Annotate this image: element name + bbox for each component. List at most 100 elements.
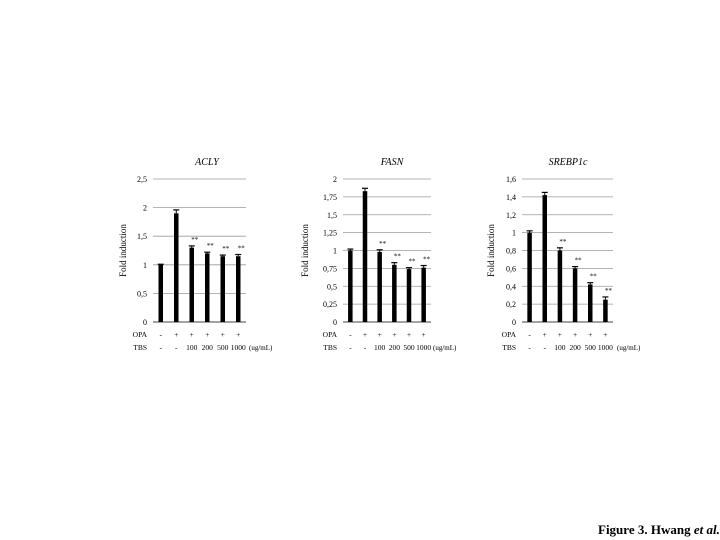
tbs-value: 1000: [231, 343, 246, 352]
tbs-value: -: [544, 343, 547, 352]
tbs-value: 200: [202, 343, 214, 352]
tbs-value: -: [364, 343, 367, 352]
tbs-value: 100: [186, 343, 198, 352]
opa-value: +: [543, 330, 547, 339]
y-tick-label: 1,25: [323, 229, 337, 238]
opa-row-label: OPA: [323, 330, 338, 339]
y-tick-label: 1,6: [506, 175, 516, 184]
y-tick-label: 2,5: [137, 175, 147, 184]
bar: [158, 264, 163, 322]
bar: [542, 195, 547, 322]
significance-marker: **: [191, 236, 199, 244]
significance-marker: **: [394, 253, 402, 261]
y-tick-label: 0: [143, 318, 147, 327]
y-tick-label: 2: [143, 204, 147, 213]
bar: [392, 264, 397, 322]
opa-value: +: [174, 330, 178, 339]
opa-value: +: [603, 330, 607, 339]
bar: [220, 256, 225, 322]
tbs-row-label: TBS: [323, 343, 337, 352]
significance-marker: **: [590, 273, 598, 281]
y-tick-label: 0,8: [506, 247, 516, 256]
significance-marker: **: [559, 238, 567, 246]
opa-value: +: [236, 330, 240, 339]
tbs-value: 100: [374, 343, 386, 352]
opa-value: +: [363, 330, 367, 339]
chart-title: SREBP1c: [549, 157, 588, 168]
bar: [406, 269, 412, 322]
tbs-value: 100: [554, 343, 566, 352]
opa-row-label: OPA: [133, 330, 148, 339]
y-tick-label: 0,75: [323, 264, 337, 273]
significance-marker: **: [238, 245, 246, 253]
opa-value: -: [349, 330, 352, 339]
tbs-value: 200: [569, 343, 581, 352]
significance-marker: **: [207, 242, 215, 250]
bar: [557, 250, 563, 322]
bar: [377, 251, 382, 322]
y-tick-label: 0,5: [137, 289, 147, 298]
tbs-value: -: [528, 343, 531, 352]
y-tick-label: 0,6: [506, 264, 516, 273]
tbs-value: 500: [585, 343, 597, 352]
significance-marker: **: [409, 258, 417, 266]
y-tick-label: 0,5: [327, 282, 337, 291]
opa-value: -: [528, 330, 531, 339]
significance-marker: **: [423, 256, 431, 264]
tbs-unit: (ug/mL): [249, 344, 273, 352]
significance-marker: **: [605, 287, 613, 295]
significance-marker: **: [575, 257, 583, 265]
tbs-value: 200: [389, 343, 401, 352]
y-tick-label: 0,25: [323, 300, 337, 309]
y-tick-label: 0: [333, 318, 337, 327]
bar: [421, 267, 426, 322]
opa-value: +: [392, 330, 396, 339]
chart-0: ACLY Fold induction 0 0,5 1 1,5 2 2,5 - - + - ** +100…: [118, 157, 273, 352]
tbs-value: -: [349, 343, 352, 352]
y-axis-label: Fold induction: [300, 224, 310, 277]
tbs-row-label: TBS: [502, 343, 516, 352]
tbs-unit: (ug/mL): [433, 344, 457, 352]
tbs-unit: (ug/mL): [617, 344, 641, 352]
opa-value: +: [588, 330, 592, 339]
bar: [588, 284, 593, 322]
opa-value: +: [205, 330, 209, 339]
significance-marker: **: [379, 240, 387, 248]
tbs-value: 1000: [598, 343, 613, 352]
opa-value: +: [221, 330, 225, 339]
bar: [603, 299, 608, 322]
tbs-value: 500: [403, 343, 415, 352]
bar: [174, 213, 179, 322]
y-tick-label: 1,4: [506, 193, 516, 202]
opa-value: +: [407, 330, 411, 339]
y-tick-label: 1,2: [506, 211, 516, 220]
chart-1: FASN Fold induction 0 0,25 0,5 0,75 1 1,25 1,5 1,…: [300, 157, 457, 352]
significance-marker: **: [222, 245, 230, 253]
y-tick-label: 1,75: [323, 193, 337, 202]
chart-title: FASN: [380, 157, 405, 168]
bar: [572, 268, 578, 322]
chart-2: SREBP1c Fold induction 0 0,2 0,4 0,6 0,8 1 1,2 1,…: [486, 157, 641, 352]
y-axis-label: Fold induction: [486, 224, 496, 277]
caption-suffix: et al.: [693, 522, 720, 537]
tbs-value: 1000: [416, 343, 431, 352]
bar: [362, 191, 368, 322]
y-tick-label: 0: [512, 318, 516, 327]
y-tick-label: 0,2: [506, 300, 516, 309]
opa-value: +: [573, 330, 577, 339]
bar: [205, 253, 210, 322]
tbs-value: -: [175, 343, 178, 352]
bar: [189, 247, 194, 322]
tbs-value: 500: [217, 343, 229, 352]
opa-value: +: [190, 330, 194, 339]
tbs-value: -: [160, 343, 163, 352]
caption-prefix: Figure 3. Hwang: [598, 522, 691, 537]
y-tick-label: 1: [512, 229, 516, 238]
opa-value: +: [378, 330, 382, 339]
y-tick-label: 1,5: [137, 232, 147, 241]
tbs-row-label: TBS: [133, 343, 147, 352]
opa-value: +: [558, 330, 562, 339]
opa-value: +: [422, 330, 426, 339]
chart-title: ACLY: [194, 157, 220, 168]
